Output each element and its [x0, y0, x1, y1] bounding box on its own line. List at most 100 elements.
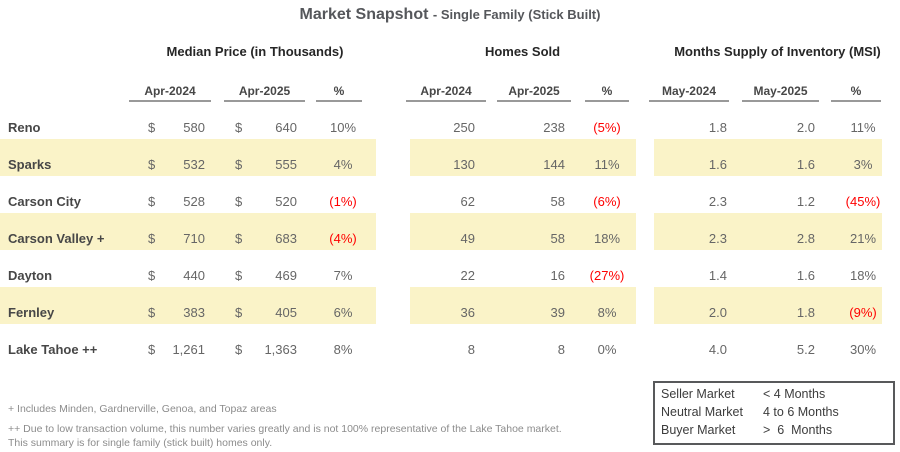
homes-sold-pct-change: 8% [597, 305, 617, 320]
table-row: Dayton $ 440 $ 469 7% 22 16 (27%) 1.4 1.… [0, 250, 900, 287]
dollar-sign: $ [148, 231, 156, 246]
column-header-mp-apr-2025: Apr-2025 [224, 82, 305, 102]
homes-sold-2025-value: 39 [550, 305, 565, 320]
median-price-pct-change: 6% [333, 305, 353, 320]
msi-2025-value: 5.2 [796, 342, 815, 357]
legend-neutral-label: Neutral Market [661, 405, 743, 419]
msi-2024-value: 2.3 [708, 194, 727, 209]
legend-seller-label: Seller Market [661, 387, 735, 401]
homes-sold-2024-value: 36 [460, 305, 475, 320]
region-label: Reno [8, 120, 41, 135]
median-price-2024-value: 1,261 [172, 342, 205, 357]
median-price-2025-value: 520 [275, 194, 297, 209]
dollar-sign: $ [148, 157, 156, 172]
msi-2024-value: 4.0 [708, 342, 727, 357]
homes-sold-2025-value: 238 [543, 120, 565, 135]
legend-neutral-value: 4 to 6 Months [763, 405, 839, 419]
msi-2025-value: 1.2 [796, 194, 815, 209]
median-price-2025-value: 683 [275, 231, 297, 246]
column-header-msi-may-2024: May-2024 [649, 82, 729, 102]
median-price-pct-change: (1%) [329, 194, 357, 209]
dollar-sign: $ [235, 342, 243, 357]
homes-sold-2025-value: 58 [550, 194, 565, 209]
msi-2025-value: 2.0 [796, 120, 815, 135]
msi-pct-change: 18% [849, 268, 877, 283]
region-label: Lake Tahoe ++ [8, 342, 98, 357]
region-label: Carson City [8, 194, 81, 209]
title-main: Market Snapshot [299, 6, 429, 23]
table-row: Carson Valley + $ 710 $ 683 (4%) 49 58 1… [0, 213, 900, 250]
column-header-msi-pct: % [831, 82, 881, 102]
homes-sold-2025-value: 144 [543, 157, 565, 172]
median-price-2025-value: 469 [275, 268, 297, 283]
dollar-sign: $ [148, 194, 156, 209]
median-price-2024-value: 383 [183, 305, 205, 320]
homes-sold-pct-change: (27%) [589, 268, 625, 283]
section-header-median-price: Median Price (in Thousands) [166, 44, 344, 59]
region-label: Carson Valley + [8, 231, 105, 246]
median-price-2025-value: 1,363 [264, 342, 297, 357]
footnote-carson-valley: + Includes Minden, Gardnerville, Genoa, … [8, 403, 277, 415]
msi-2024-value: 1.4 [708, 268, 727, 283]
dollar-sign: $ [148, 268, 156, 283]
section-header-msi: Months Supply of Inventory (MSI) [674, 44, 881, 59]
msi-2025-value: 2.8 [796, 231, 815, 246]
section-header-homes-sold: Homes Sold [484, 44, 561, 59]
dollar-sign: $ [235, 120, 243, 135]
table-row: Sparks $ 532 $ 555 4% 130 144 11% 1.6 1.… [0, 139, 900, 176]
region-label: Fernley [8, 305, 55, 320]
footnote-summary-scope: This summary is for single family (stick… [8, 437, 273, 449]
homes-sold-2025-value: 8 [557, 342, 565, 357]
column-header-mp-pct: % [316, 82, 362, 102]
msi-pct-change: 21% [849, 231, 877, 246]
dollar-sign: $ [235, 305, 243, 320]
page-title: Market Snapshot - Single Family (Stick B… [0, 6, 900, 24]
legend-seller-value: < 4 Months [763, 387, 826, 401]
median-price-2024-value: 580 [183, 120, 205, 135]
homes-sold-2025-value: 16 [550, 268, 565, 283]
homes-sold-pct-change: (5%) [593, 120, 621, 135]
median-price-2025-value: 555 [275, 157, 297, 172]
median-price-pct-change: 7% [333, 268, 353, 283]
msi-pct-change: 30% [849, 342, 877, 357]
homes-sold-2025-value: 58 [550, 231, 565, 246]
dollar-sign: $ [235, 157, 243, 172]
homes-sold-2024-value: 62 [460, 194, 475, 209]
median-price-pct-change: 8% [333, 342, 353, 357]
msi-pct-change: (45%) [845, 194, 881, 209]
median-price-pct-change: 10% [329, 120, 357, 135]
msi-2025-value: 1.8 [796, 305, 815, 320]
msi-2024-value: 1.8 [708, 120, 727, 135]
homes-sold-2024-value: 8 [467, 342, 475, 357]
median-price-2024-value: 710 [183, 231, 205, 246]
dollar-sign: $ [148, 305, 156, 320]
dollar-sign: $ [148, 120, 156, 135]
msi-2025-value: 1.6 [796, 157, 815, 172]
median-price-2024-value: 532 [183, 157, 205, 172]
homes-sold-pct-change: 0% [597, 342, 617, 357]
region-label: Dayton [8, 268, 53, 283]
median-price-2024-value: 440 [183, 268, 205, 283]
median-price-pct-change: 4% [333, 157, 353, 172]
legend-row-seller: Seller Market < 4 Months [661, 385, 893, 403]
table-row: Fernley $ 383 $ 405 6% 36 39 8% 2.0 1.8 … [0, 287, 900, 324]
msi-2025-value: 1.6 [796, 268, 815, 283]
column-header-hs-apr-2025: Apr-2025 [497, 82, 571, 102]
dollar-sign: $ [235, 194, 243, 209]
msi-market-legend: Seller Market < 4 Months Neutral Market … [653, 381, 895, 445]
homes-sold-2024-value: 250 [453, 120, 475, 135]
legend-buyer-label: Buyer Market [661, 423, 736, 437]
legend-row-buyer: Buyer Market > 6 Months [661, 421, 893, 439]
msi-pct-change: (9%) [849, 305, 877, 320]
column-header-hs-apr-2024: Apr-2024 [406, 82, 486, 102]
dollar-sign: $ [235, 268, 243, 283]
column-header-hs-pct: % [585, 82, 629, 102]
table-row: Lake Tahoe ++ $ 1,261 $ 1,363 8% 8 8 0% … [0, 324, 900, 361]
table-row: Reno $ 580 $ 640 10% 250 238 (5%) 1.8 2.… [0, 102, 900, 139]
column-header-mp-apr-2024: Apr-2024 [129, 82, 211, 102]
homes-sold-pct-change: 11% [594, 157, 620, 172]
homes-sold-2024-value: 49 [460, 231, 475, 246]
table-row: Carson City $ 528 $ 520 (1%) 62 58 (6%) … [0, 176, 900, 213]
msi-pct-change: 11% [850, 120, 876, 135]
legend-row-neutral: Neutral Market 4 to 6 Months [661, 403, 893, 421]
